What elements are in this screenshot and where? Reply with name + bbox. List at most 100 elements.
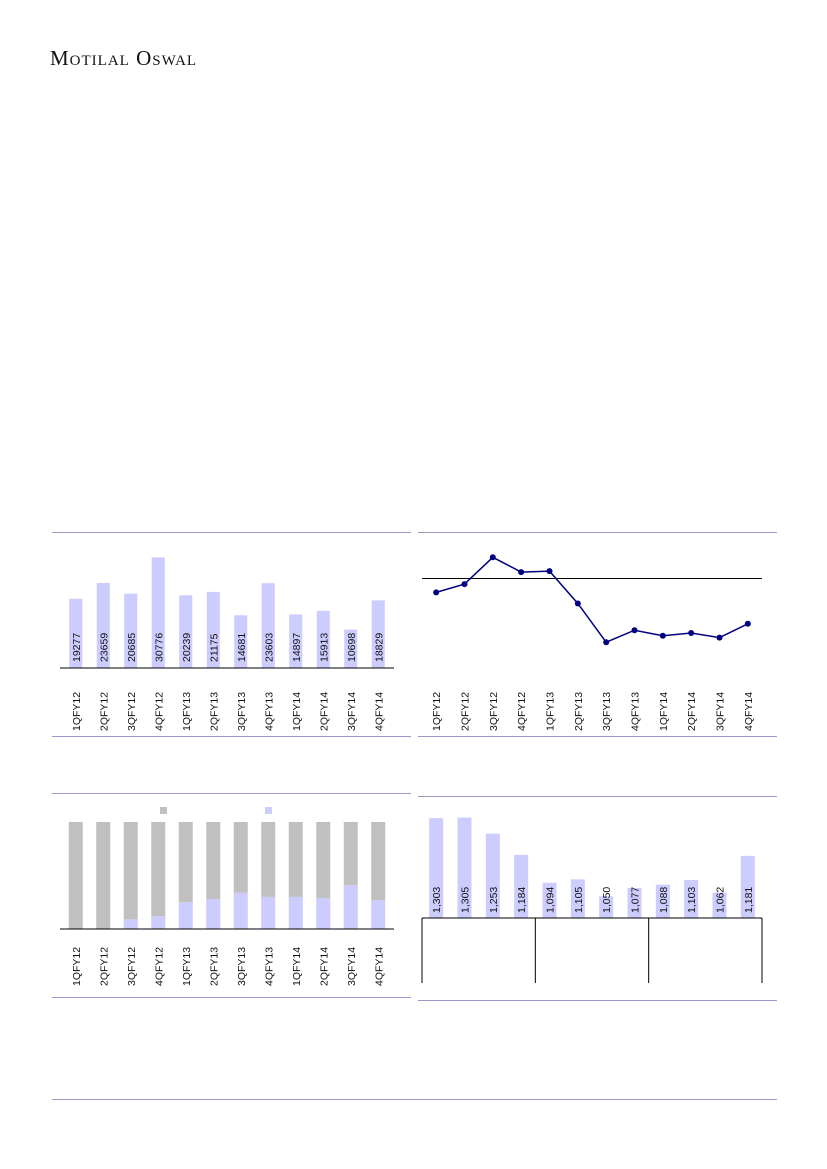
data-label: 30776: [153, 633, 165, 662]
bar: [124, 593, 138, 668]
bar-segment: [206, 899, 221, 929]
divider: [52, 997, 411, 998]
data-point: [716, 634, 723, 641]
x-tick-label: 1QFY14: [291, 692, 303, 731]
bar-segment: [233, 892, 248, 929]
data-point: [461, 581, 468, 588]
data-point: [433, 589, 440, 596]
data-label: 20685: [126, 633, 138, 662]
x-tick-label: 3QFY14: [346, 692, 358, 731]
data-label: 1,094: [545, 887, 557, 913]
bar-chart-grouped: 1,303 1,305 1,253 1,184 1,094 1,105 1,050 1,077…: [421, 817, 763, 983]
x-tick-label: 3QFY14: [346, 947, 358, 986]
data-point: [546, 568, 553, 575]
bar-segment: [68, 822, 83, 929]
x-tick-label: 2QFY14: [318, 947, 330, 986]
x-tick-label: 3QFY12: [126, 692, 138, 731]
x-tick-label: 3QFY14: [715, 692, 727, 731]
data-point: [631, 627, 638, 634]
bar-segment: [123, 919, 138, 929]
data-label: 14681: [236, 633, 248, 662]
data-label: 23603: [263, 633, 275, 662]
x-tick-label: 4QFY12: [516, 692, 528, 731]
x-tick-label: 3QFY12: [126, 947, 138, 986]
x-tick-label: 3QFY13: [236, 947, 248, 986]
bar: [740, 855, 755, 918]
x-tick-label: 1QFY14: [658, 692, 670, 731]
bar: [570, 879, 585, 918]
bar-segment: [233, 822, 248, 893]
bar-segment: [343, 822, 358, 886]
bar: [234, 615, 248, 668]
data-label: 14897: [291, 633, 303, 662]
data-label: 1,103: [686, 887, 698, 913]
data-label: 1,088: [658, 887, 670, 913]
divider: [52, 736, 411, 737]
data-label: 1,077: [630, 887, 642, 913]
bar: [151, 557, 165, 668]
bar: [542, 882, 557, 918]
series-line: [435, 556, 749, 644]
x-tick-label: 1QFY13: [181, 692, 193, 731]
x-tick-label: 2QFY12: [98, 947, 110, 986]
data-label: 23659: [98, 633, 110, 662]
bar-segment: [371, 822, 386, 901]
data-label: 1,184: [516, 887, 528, 913]
data-point: [688, 630, 695, 636]
bar-segment: [316, 897, 331, 929]
bar: [96, 582, 110, 668]
data-label: 1,105: [573, 887, 585, 913]
bar: [684, 879, 699, 918]
bar: [344, 629, 358, 668]
brand-logo: Motilal Oswal: [50, 46, 198, 70]
data-label: 19277: [71, 633, 83, 662]
bar: [514, 854, 529, 918]
bar-segment: [371, 900, 386, 929]
x-tick-label: 2QFY12: [460, 692, 472, 731]
data-label: 18829: [373, 633, 385, 662]
divider: [52, 793, 411, 794]
bar: [485, 833, 500, 918]
bar-chart-quarterly-volume: 19277 1QFY12 23659 2QFY12 20685 3QFY12 30776 4Q…: [60, 557, 394, 731]
x-tick-label: 4QFY14: [373, 947, 385, 986]
bar-segment: [96, 822, 111, 929]
x-tick-label: 2QFY13: [573, 692, 585, 731]
data-label: 1,062: [715, 887, 727, 913]
bar: [712, 892, 727, 918]
x-tick-label: 2QFY14: [686, 692, 698, 731]
x-tick-label: 4QFY13: [263, 692, 275, 731]
stacked-bar-chart-mix: 1QFY12 2QFY12 3QFY12 4QFY12 1QFY13 2QFY13 3QFY…: [60, 807, 394, 986]
bar-segment: [343, 885, 358, 929]
x-tick-label: 3QFY13: [236, 692, 248, 731]
bar-segment: [288, 896, 303, 929]
x-tick-label: 1QFY12: [431, 692, 443, 731]
data-label: 1,303: [431, 887, 443, 913]
data-point: [574, 600, 581, 607]
x-tick-label: 1QFY13: [545, 692, 557, 731]
x-tick-label: 2QFY14: [318, 692, 330, 731]
bar-segment: [206, 822, 221, 900]
x-tick-label: 1QFY13: [181, 947, 193, 986]
data-point: [603, 639, 610, 646]
data-label: 1,050: [601, 887, 613, 913]
x-tick-label: 1QFY12: [71, 947, 83, 986]
bar: [627, 888, 642, 918]
x-tick-label: 3QFY13: [601, 692, 613, 731]
bar-segment: [178, 902, 193, 929]
divider: [52, 532, 411, 533]
bar-segment: [316, 822, 331, 898]
divider: [418, 1000, 777, 1001]
legend-swatch: [265, 807, 272, 814]
data-point: [744, 620, 751, 627]
data-label: 1,305: [460, 887, 472, 913]
footer-divider: [52, 1099, 777, 1100]
x-tick-label: 4QFY14: [743, 692, 755, 731]
bar: [655, 884, 670, 918]
bar-segment: [261, 822, 276, 897]
x-tick-label: 4QFY12: [153, 692, 165, 731]
x-tick-label: 3QFY12: [488, 692, 500, 731]
data-label: 21175: [208, 633, 220, 662]
data-label: 20239: [181, 633, 193, 662]
bar: [289, 614, 303, 668]
x-tick-label: 2QFY12: [98, 692, 110, 731]
